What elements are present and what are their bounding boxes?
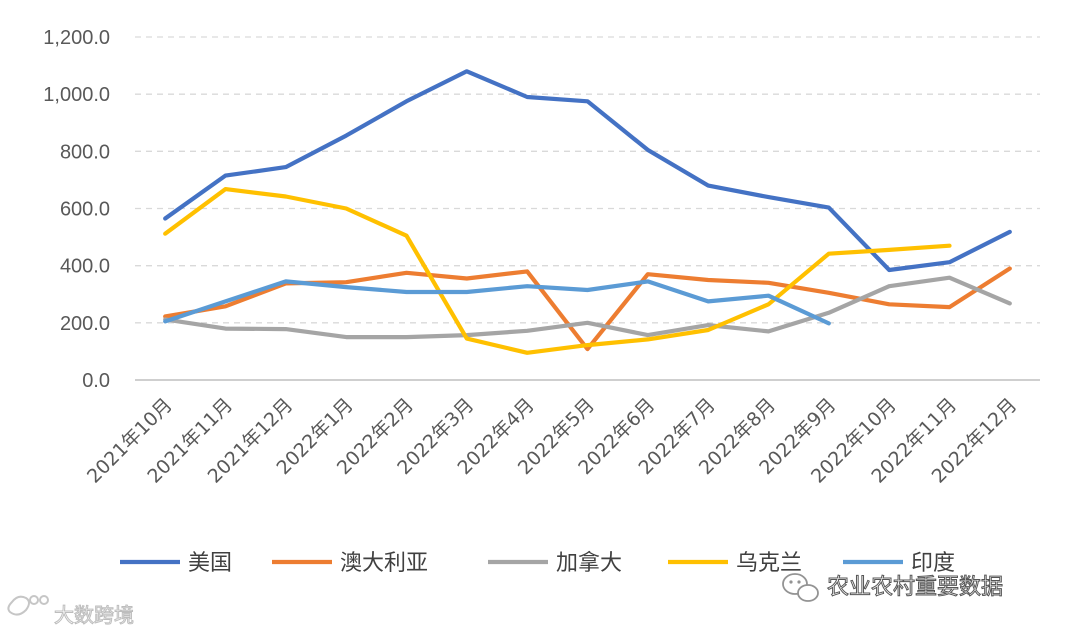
- series-line-1: [163, 69, 1012, 273]
- y-tick-label: 600.0: [60, 199, 110, 221]
- watermark-left: 大数跨境: [7, 595, 135, 628]
- series-lines: [163, 69, 1012, 355]
- watermark-right: 农业农村重要数据: [782, 573, 1004, 602]
- series-line-5: [163, 279, 831, 326]
- x-axis-ticks: 2021年10月2021年11月2021年12月2022年1月2022年2月20…: [83, 394, 1021, 488]
- wechat-icon: [782, 573, 819, 602]
- weibo-logo-icon: [7, 595, 49, 616]
- y-tick-label: 1,200.0: [43, 27, 110, 49]
- watermark-right-text: 农业农村重要数据: [827, 575, 1003, 600]
- y-tick-label: 200.0: [60, 313, 110, 335]
- gridlines: [135, 36, 1040, 324]
- legend-label: 印度: [911, 551, 955, 576]
- series-line-4: [163, 187, 952, 355]
- y-axis-ticks: 0.0 200.0 400.0 600.0 800.0 1,000.0 1,200.0: [43, 27, 110, 392]
- legend: 美国 澳大利亚 加拿大 乌克兰 印度: [120, 550, 955, 576]
- watermark-left-text: 大数跨境: [54, 603, 134, 627]
- y-tick-label: 1,000.0: [43, 84, 110, 106]
- y-tick-label: 800.0: [60, 141, 110, 163]
- legend-label: 乌克兰: [736, 551, 802, 576]
- y-tick-label: 400.0: [60, 256, 110, 278]
- legend-label: 澳大利亚: [340, 551, 428, 576]
- legend-label: 加拿大: [556, 550, 622, 576]
- series-line-3: [163, 275, 1012, 340]
- legend-label: 美国: [188, 551, 232, 576]
- y-tick-label: 0.0: [82, 370, 110, 392]
